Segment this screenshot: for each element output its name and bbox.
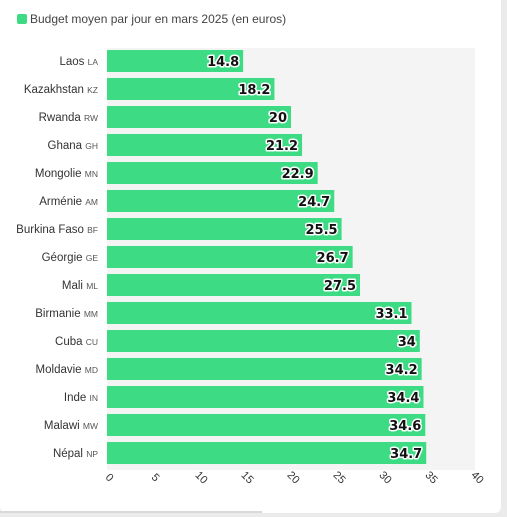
category-label: Kazakhstan KZ bbox=[24, 84, 98, 96]
x-tick-label: 35 bbox=[423, 469, 440, 486]
x-tick-label: 25 bbox=[331, 469, 348, 486]
legend-label: Budget moyen par jour en mars 2025 (en e… bbox=[30, 12, 287, 26]
bar[interactable] bbox=[107, 106, 291, 128]
value-label: 14.8 bbox=[207, 55, 239, 70]
category-label: Laos LA bbox=[59, 56, 98, 68]
bar[interactable] bbox=[107, 50, 244, 72]
category-label: Malawi MW bbox=[44, 420, 98, 432]
value-label: 20 bbox=[269, 111, 287, 126]
value-label: 34.4 bbox=[387, 391, 419, 406]
bar[interactable] bbox=[107, 246, 353, 268]
category-label: Ghana GH bbox=[48, 140, 98, 152]
bar[interactable] bbox=[107, 134, 303, 156]
category-label: Birmanie MM bbox=[35, 308, 98, 320]
category-label: Moldavie MD bbox=[36, 364, 98, 376]
bar[interactable] bbox=[107, 78, 275, 100]
value-label: 25.5 bbox=[306, 223, 338, 238]
category-label: Cuba CU bbox=[55, 336, 98, 348]
bar[interactable] bbox=[107, 218, 342, 240]
category-label: Népal NP bbox=[53, 448, 98, 460]
x-tick-label: 20 bbox=[285, 469, 302, 486]
value-label: 34.2 bbox=[386, 363, 418, 378]
horizontal-scrollbar[interactable] bbox=[0, 511, 262, 513]
bar[interactable] bbox=[107, 358, 422, 380]
value-label: 27.5 bbox=[324, 279, 356, 294]
bar[interactable] bbox=[107, 162, 318, 184]
value-label: 26.7 bbox=[317, 251, 349, 266]
value-label: 34 bbox=[398, 335, 416, 350]
category-label: Géorgie GE bbox=[42, 252, 99, 264]
value-label: 21.2 bbox=[266, 139, 298, 154]
x-tick-label: 15 bbox=[239, 469, 256, 486]
x-tick-label: 40 bbox=[469, 469, 486, 486]
x-tick-label: 30 bbox=[377, 469, 394, 486]
value-label: 34.6 bbox=[389, 419, 421, 434]
bar[interactable] bbox=[107, 302, 412, 324]
x-tick-label: 10 bbox=[193, 469, 210, 486]
category-label: Arménie AM bbox=[39, 196, 98, 208]
bar[interactable] bbox=[107, 414, 426, 436]
value-label: 24.7 bbox=[298, 195, 330, 210]
value-label: 33.1 bbox=[375, 307, 407, 322]
value-label: 18.2 bbox=[238, 83, 270, 98]
bar[interactable] bbox=[107, 190, 335, 212]
bar[interactable] bbox=[107, 442, 427, 464]
category-label: Inde IN bbox=[64, 392, 98, 404]
legend-swatch bbox=[17, 14, 27, 24]
category-label: Rwanda RW bbox=[39, 112, 98, 124]
x-tick-label: 0 bbox=[103, 471, 116, 484]
legend[interactable]: Budget moyen par jour en mars 2025 (en e… bbox=[17, 12, 286, 26]
category-label: Mali ML bbox=[62, 280, 98, 292]
bar[interactable] bbox=[107, 386, 424, 408]
value-label: 22.9 bbox=[282, 167, 314, 182]
bar[interactable] bbox=[107, 274, 360, 296]
bar[interactable] bbox=[107, 330, 420, 352]
x-tick-label: 5 bbox=[149, 471, 162, 484]
category-label: Mongolie MN bbox=[35, 168, 98, 180]
value-label: 34.7 bbox=[390, 447, 422, 462]
category-label: Burkina Faso BF bbox=[16, 224, 98, 236]
